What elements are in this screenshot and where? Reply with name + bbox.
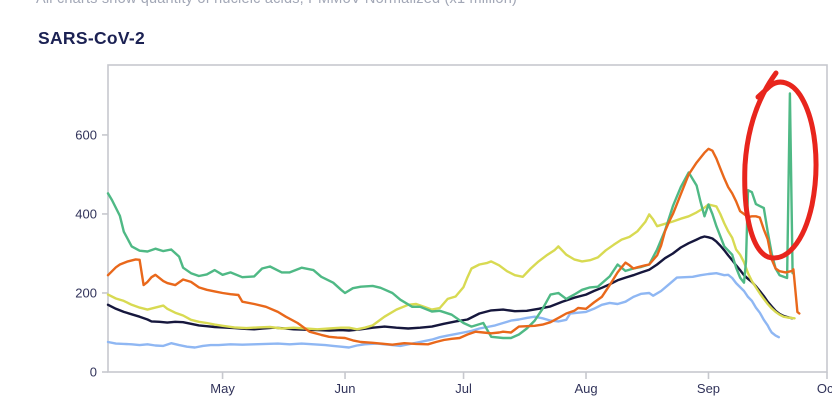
plot-border — [107, 64, 828, 373]
y-tick-label: 400 — [75, 206, 97, 221]
y-tick-label: 0 — [90, 365, 97, 380]
chart-caption: All charts show quantity of nucleic acid… — [36, 0, 517, 7]
x-tick-label: Oct — [817, 381, 832, 396]
series-navy — [106, 235, 794, 332]
x-tick-label: Jun — [335, 381, 356, 396]
red-circle-annotation — [742, 70, 819, 261]
y-tick-label: 600 — [75, 127, 97, 142]
y-tick-label: 200 — [75, 285, 97, 300]
series-yellow — [106, 203, 796, 331]
series-orange — [106, 147, 801, 346]
series-blue — [106, 272, 780, 349]
x-tick-label: Sep — [697, 381, 720, 396]
x-tick-label: May — [210, 381, 235, 396]
series-green — [106, 92, 794, 340]
x-tick-label: Jul — [455, 381, 472, 396]
chart-title: SARS-CoV-2 — [38, 28, 146, 48]
x-tick-label: Aug — [574, 381, 597, 396]
